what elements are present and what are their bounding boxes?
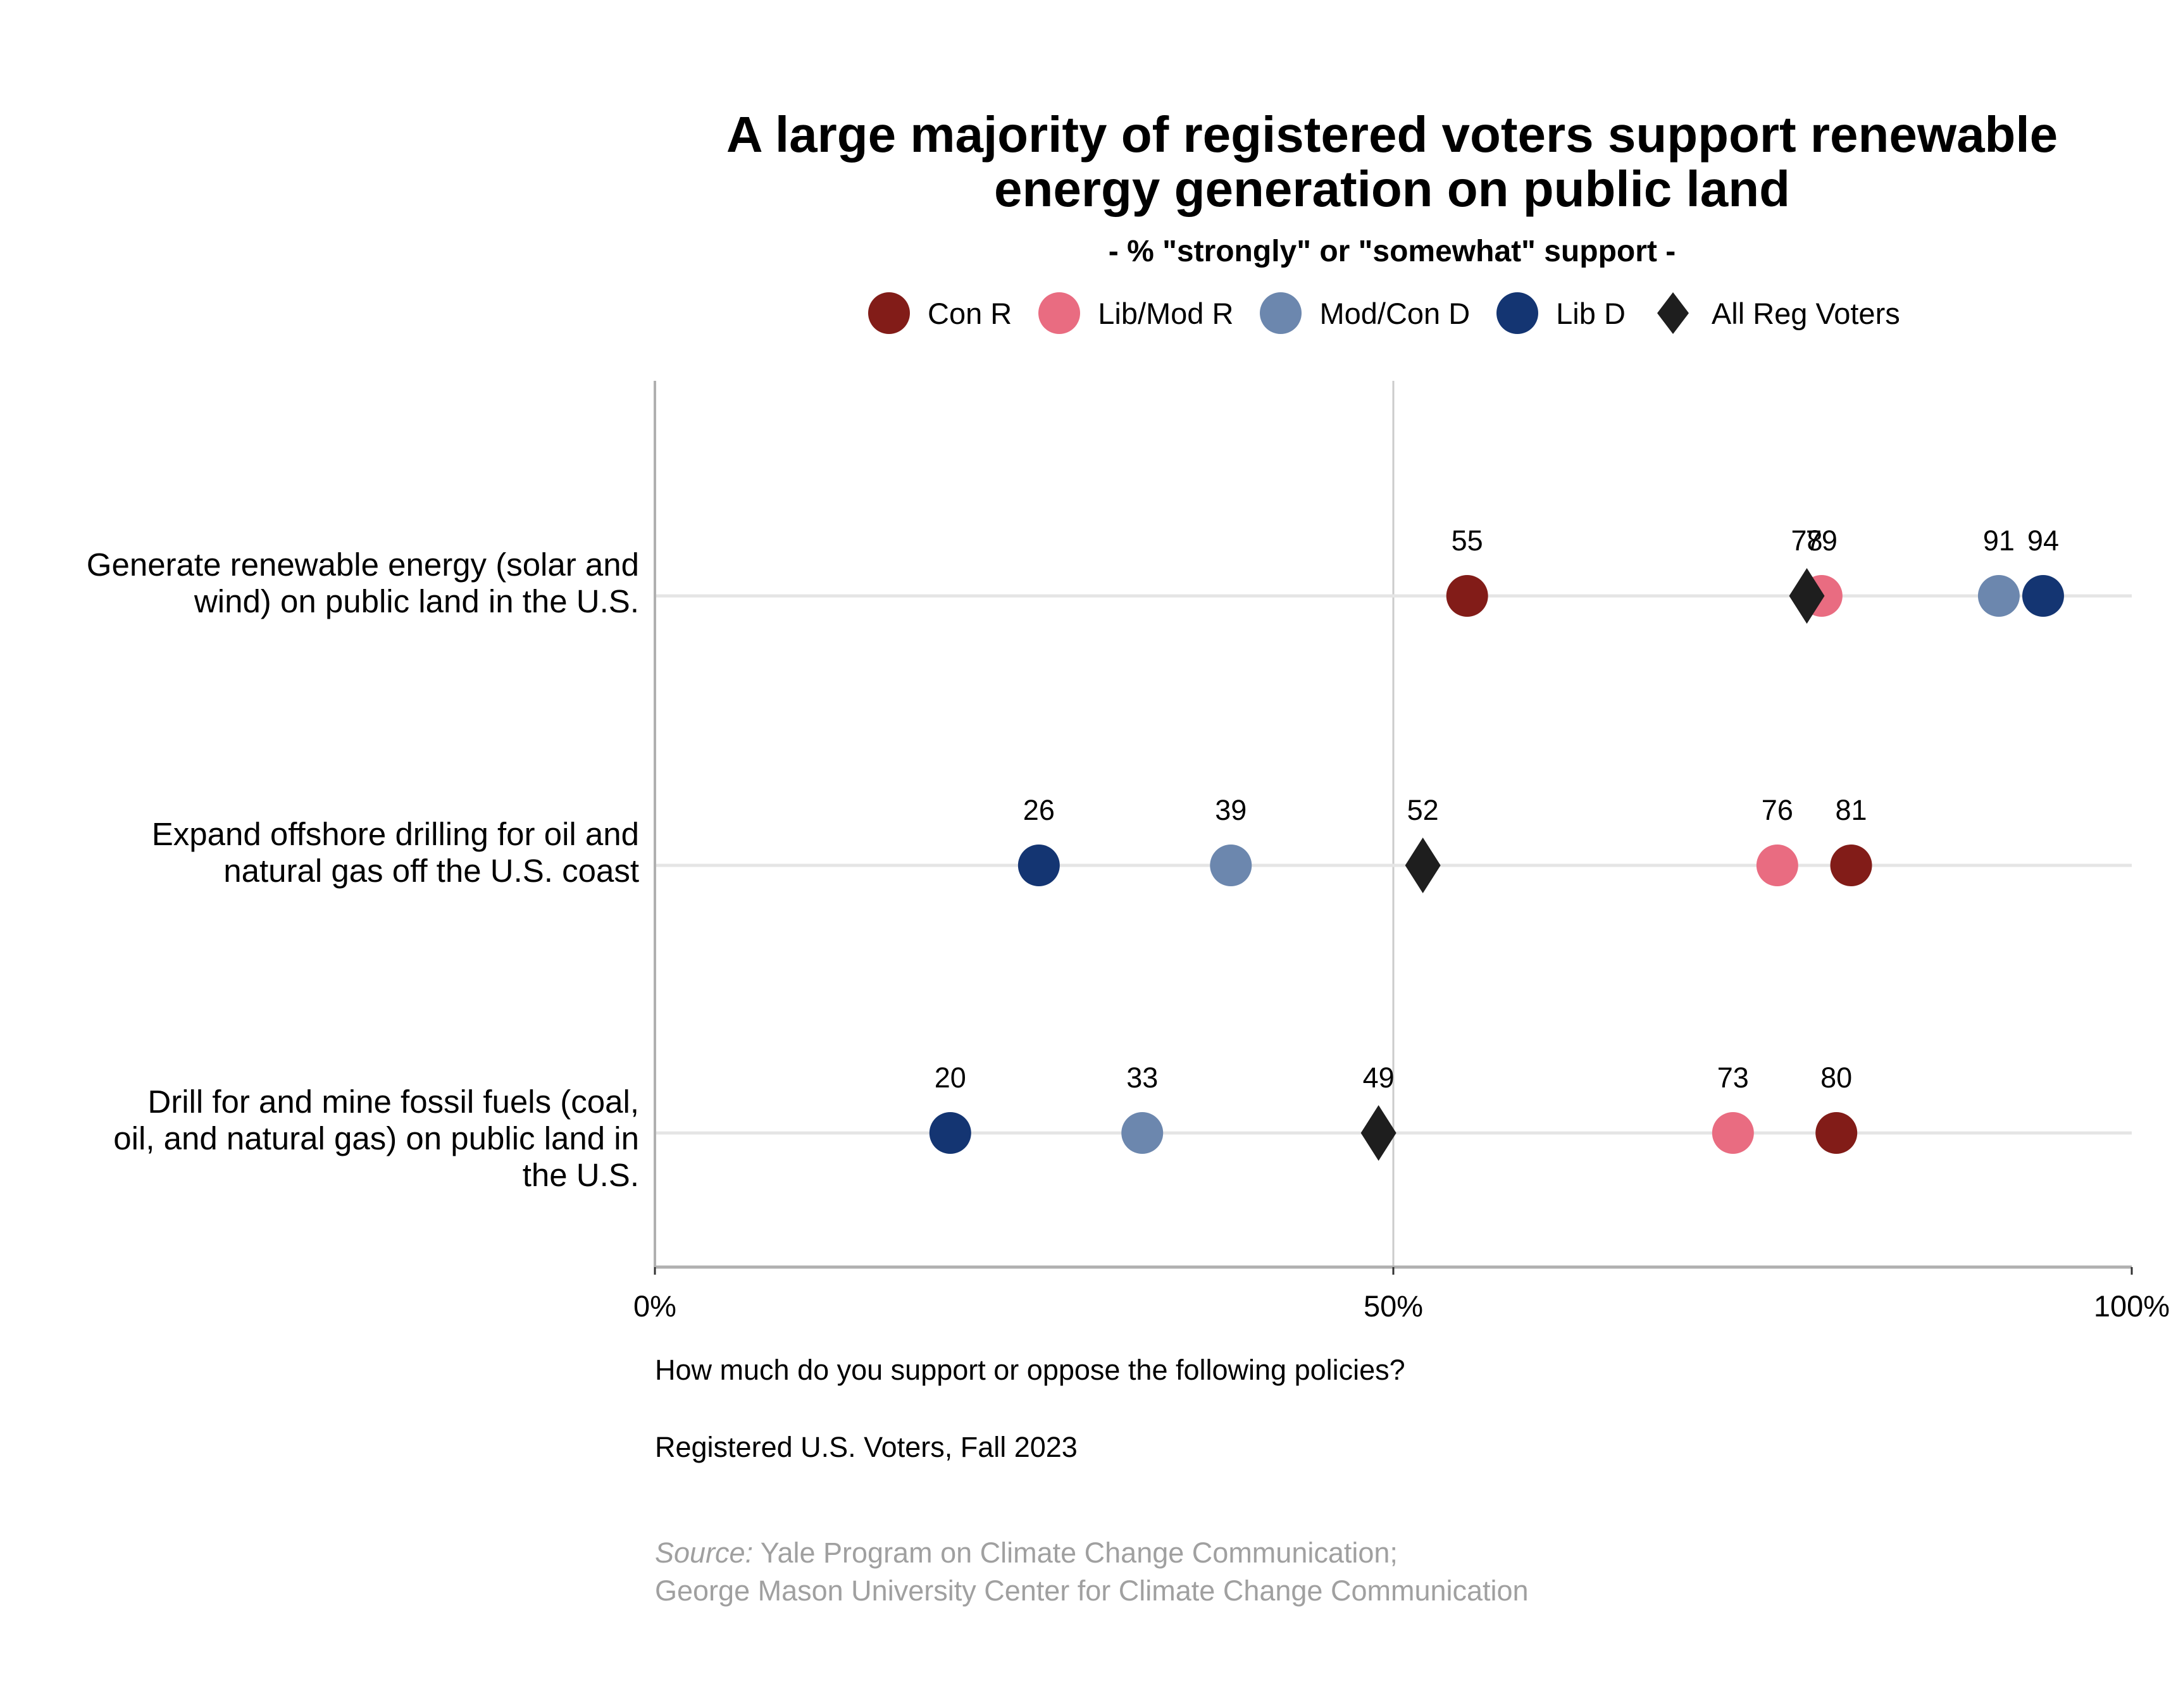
y-category-label: Drill for and mine fossil fuels (coal, oi… xyxy=(6,1084,639,1194)
legend-marker xyxy=(1496,292,1539,334)
y-category-label: Expand offshore drilling for oil and natu… xyxy=(6,816,639,889)
chart-title: A large majority of registered voters su… xyxy=(633,108,2151,216)
point-lib-d xyxy=(929,1112,971,1154)
y-category-label-line: wind) on public land in the U.S. xyxy=(194,583,639,619)
legend: Con R Lib/Mod R Mod/Con D Lib D All Reg Vote… xyxy=(867,288,1925,338)
legend-item: Lib/Mod R xyxy=(1037,291,1233,335)
point-mod-con-d xyxy=(1977,575,2020,617)
source-line-2: George Mason University Center for Clima… xyxy=(655,1575,1529,1607)
source-line-1: Yale Program on Climate Change Communica… xyxy=(753,1537,1398,1569)
legend-circle-icon xyxy=(1038,292,1081,334)
data-label: 26 xyxy=(1023,794,1055,826)
legend-label: Mod/Con D xyxy=(1319,296,1471,330)
legend-label: Lib/Mod R xyxy=(1098,296,1234,330)
legend-marker xyxy=(1038,292,1081,334)
data-label: 20 xyxy=(935,1061,966,1094)
legend-marker xyxy=(1260,292,1302,334)
legend-label: Lib D xyxy=(1556,296,1626,330)
point-con-r xyxy=(1830,845,1872,886)
point-lib-mod-r xyxy=(1756,845,1798,886)
legend-item: Con R xyxy=(867,291,1012,335)
chart-title-line-2: energy generation on public land xyxy=(994,161,1790,217)
legend-marker xyxy=(868,292,910,334)
y-category-label-line: Generate renewable energy (solar and xyxy=(86,547,639,583)
source-note: Source: Yale Program on Climate Change C… xyxy=(655,1534,1529,1610)
point-lib-d xyxy=(1017,845,1060,886)
legend-marker xyxy=(1657,292,1689,334)
legend-circle-icon xyxy=(1260,292,1302,334)
point-all-reg-voters xyxy=(1360,1105,1396,1161)
data-label: 94 xyxy=(2027,524,2059,557)
data-label: 52 xyxy=(1407,794,1439,826)
x-tick-label: 50% xyxy=(1364,1289,1423,1323)
data-label: 39 xyxy=(1215,794,1247,826)
legend-item: All Reg Voters xyxy=(1651,291,1900,335)
source-prefix: Source: xyxy=(655,1537,754,1569)
sample-note: Registered U.S. Voters, Fall 2023 xyxy=(655,1431,1078,1463)
point-all-reg-voters xyxy=(1405,838,1441,893)
data-label: 33 xyxy=(1126,1061,1158,1094)
data-label: 73 xyxy=(1717,1061,1749,1094)
data-label: 79 xyxy=(1806,524,1838,557)
y-category-label-line: Expand offshore drilling for oil and xyxy=(151,816,639,852)
point-lib-d xyxy=(2022,575,2064,617)
data-label: 91 xyxy=(1983,524,2015,557)
data-label: 81 xyxy=(1836,794,1867,826)
x-tick-label: 100% xyxy=(2094,1289,2170,1323)
chart-subtitle: - % "strongly" or "somewhat" support - xyxy=(1108,235,1676,268)
x-tick-label: 0% xyxy=(633,1289,676,1323)
chart-title-line-1: A large majority of registered voters su… xyxy=(726,106,2058,163)
y-category-label-line: natural gas off the U.S. coast xyxy=(223,853,639,889)
data-label: 80 xyxy=(1820,1061,1852,1094)
y-category-label: Generate renewable energy (solar and wind… xyxy=(6,547,639,620)
legend-diamond-icon xyxy=(1657,292,1689,334)
legend-label: All Reg Voters xyxy=(1711,296,1900,330)
data-label: 78 xyxy=(1791,524,1822,557)
y-category-label-line: Drill for and mine fossil fuels (coal, xyxy=(147,1084,639,1120)
point-mod-con-d xyxy=(1121,1112,1164,1154)
legend-label: Con R xyxy=(928,296,1012,330)
data-label: 49 xyxy=(1363,1061,1395,1094)
legend-item: Lib D xyxy=(1495,291,1626,335)
point-lib-mod-r xyxy=(1712,1112,1754,1154)
legend-circle-icon xyxy=(1496,292,1539,334)
data-label: 55 xyxy=(1452,524,1483,557)
point-con-r xyxy=(1815,1112,1858,1154)
legend-item: Mod/Con D xyxy=(1259,291,1470,335)
y-category-label-line: oil, and natural gas) on public land in xyxy=(113,1120,639,1156)
y-category-label-line: the U.S. xyxy=(522,1157,639,1193)
data-label: 76 xyxy=(1762,794,1793,826)
point-mod-con-d xyxy=(1210,845,1252,886)
point-con-r xyxy=(1446,575,1488,617)
legend-circle-icon xyxy=(868,292,910,334)
point-all-reg-voters xyxy=(1789,568,1825,624)
question-note: How much do you support or oppose the fo… xyxy=(655,1354,1405,1386)
